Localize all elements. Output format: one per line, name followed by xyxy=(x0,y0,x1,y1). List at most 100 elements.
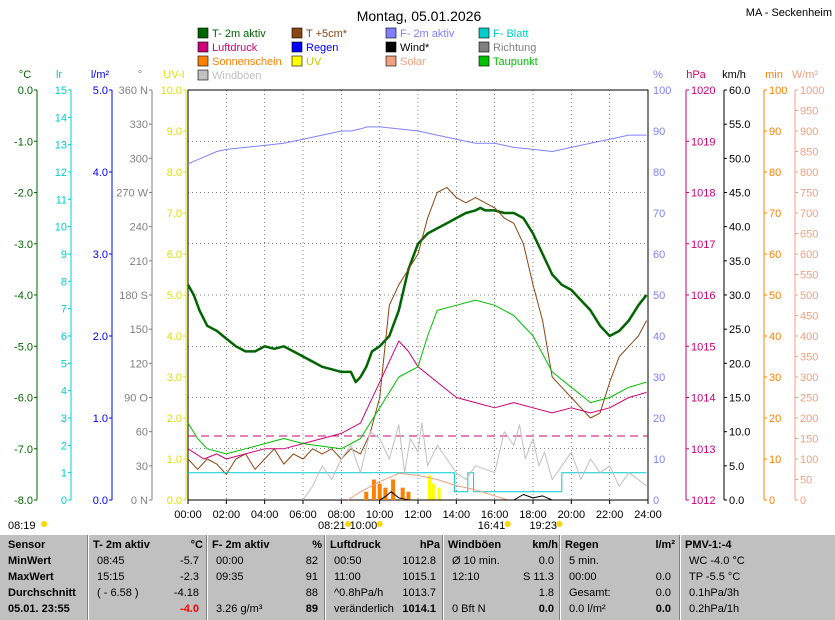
stat-column: Regen l/m² 5 min. 00:00 Gesamt: 0.0 l/m² 0.0 0.… xyxy=(565,535,675,620)
right-axis-tick-label: 1012 xyxy=(691,495,715,507)
left-axis-tick-label: 210 xyxy=(130,256,148,268)
stat-cell: 0.0 l/m² xyxy=(569,603,606,615)
series-line-windb-en xyxy=(302,422,647,501)
right-axis-tick-label: 800 xyxy=(800,167,818,179)
sunshine-bar xyxy=(364,491,369,500)
stat-cell: -4.18 xyxy=(173,587,199,599)
left-axis-tick-label: 240 xyxy=(130,222,148,234)
stat-column: PMV-1:-4 WC -4.0 °C TP -5.5 °C 0.1hPa/3h 0.2… xyxy=(685,535,795,620)
sunshine-bar xyxy=(400,487,405,500)
right-axis-tick-label: 0.0 xyxy=(729,495,744,507)
legend-swatch xyxy=(291,55,303,67)
stat-cell: 09:35 xyxy=(216,571,244,583)
right-axis-tick-label: 650 xyxy=(800,229,818,241)
right-axis-tick-label: 0 xyxy=(769,495,775,507)
time-axis: 00:00 02:00 04:00 06:00 08:00 10:00 12:00 14:00… xyxy=(174,500,662,521)
left-axis-tick-label: 4.0 xyxy=(93,167,108,179)
stat-cell: 1014.1 xyxy=(402,603,436,615)
legend-swatch xyxy=(197,27,209,39)
right-axis-tick-label: 50 xyxy=(769,290,781,302)
uv-bar xyxy=(437,487,441,500)
time-label: 20:00 xyxy=(558,509,586,521)
right-axis-tick-label: 200 xyxy=(800,413,818,425)
stat-cell: 0.0 xyxy=(655,587,671,599)
chart-title: Montag, 05.01.2026 xyxy=(357,8,482,24)
time-label: 24:00 xyxy=(634,509,662,521)
left-axis-tick-label: 5.0 xyxy=(93,85,108,97)
column-separator xyxy=(443,535,444,620)
stat-cell: Sensor xyxy=(8,539,46,551)
stat-cell: MaxWert xyxy=(8,571,54,583)
left-axis-unit: UV-I xyxy=(163,69,184,81)
time-label: 06:00 xyxy=(289,509,317,521)
stat-cell: 11:00 xyxy=(334,571,361,583)
left-axis-tick-label: -4.0 xyxy=(14,290,33,302)
uv-bar xyxy=(431,483,435,500)
legend-label: Richtung xyxy=(493,42,536,54)
right-axis-tick-label: 40 xyxy=(653,331,665,343)
series-line-solar xyxy=(347,472,508,501)
right-axis-tick-label: 350 xyxy=(800,352,818,364)
right-axis-tick-label: 10 xyxy=(653,454,665,466)
legend-swatch xyxy=(385,27,397,39)
sunshine-bar xyxy=(406,491,411,500)
right-axis-tick-label: 600 xyxy=(800,249,818,261)
left-axis-tick-label: 10 xyxy=(55,222,67,234)
stat-cell: -2.3 xyxy=(180,571,199,583)
legend-swatch xyxy=(478,55,490,67)
right-axis-tick-label: 850 xyxy=(800,147,818,159)
right-axis-tick-label: 1020 xyxy=(691,85,715,97)
right-axis-unit: % xyxy=(653,69,663,81)
right-axes: %1009080706050403020100hPa10201019101810… xyxy=(653,69,824,507)
left-axis-tick-label: -8.0 xyxy=(14,495,33,507)
stat-cell: 5 min. xyxy=(569,555,599,567)
right-axis-tick-label: 300 xyxy=(800,372,818,384)
right-axis-tick-label: 1019 xyxy=(691,136,715,148)
plot-area xyxy=(186,89,649,501)
left-axis-tick-label: -1.0 xyxy=(14,136,33,148)
column-separator xyxy=(680,535,681,620)
right-axis-tick-label: 900 xyxy=(800,126,818,138)
right-axis-tick-label: 40 xyxy=(769,331,781,343)
right-axis-tick-label: 15.0 xyxy=(729,393,750,405)
stat-cell: 82 xyxy=(305,555,318,567)
stat-cell: 89 xyxy=(305,603,318,615)
sun-time-label: 08:21 xyxy=(318,520,346,532)
left-axis-tick-label: 60 xyxy=(136,427,148,439)
right-axis-tick-label: 400 xyxy=(800,331,818,343)
left-axis-tick-label: -7.0 xyxy=(14,444,33,456)
left-axis-tick-label: 4.0 xyxy=(167,331,182,343)
time-label: 04:00 xyxy=(251,509,279,521)
sun-icon xyxy=(345,521,352,527)
left-axis-tick-label: -3.0 xyxy=(14,239,33,251)
right-axis-tick-label: 1018 xyxy=(691,188,715,200)
time-label: 08:00 xyxy=(328,509,356,521)
stat-cell: 08:45 xyxy=(97,555,125,567)
right-axis-tick-label: 1016 xyxy=(691,290,715,302)
stat-cell: 0.0 xyxy=(538,555,554,567)
series-line-f-2m-aktiv xyxy=(187,126,647,165)
stat-cell: Windböen xyxy=(448,539,502,551)
left-axis-tick-label: 15 xyxy=(55,85,67,97)
time-label: 12:00 xyxy=(404,509,432,521)
right-axis-tick-label: 40.0 xyxy=(729,222,750,234)
stat-cell: 3.26 g/m³ xyxy=(216,603,263,615)
time-label: 18:00 xyxy=(519,509,547,521)
stat-cell: hPa xyxy=(419,539,440,551)
sun-icon xyxy=(41,521,47,527)
stat-column: Sensor MinWert MaxWert Durchschnitt 05.01. 2… xyxy=(8,535,88,620)
right-axis-tick-label: 250 xyxy=(800,393,818,405)
right-axis-unit: min xyxy=(765,69,783,81)
column-separator xyxy=(560,535,561,620)
station-name: MA - Seckenheim xyxy=(746,7,832,19)
left-axis-tick-label: 4 xyxy=(61,386,67,398)
legend-swatch xyxy=(385,55,397,67)
right-axis-tick-label: 50 xyxy=(800,475,812,487)
left-axis-tick-label: 13 xyxy=(55,140,67,152)
right-axis-tick-label: 1000 xyxy=(800,85,824,97)
stat-cell: 0 Bft N xyxy=(452,603,486,615)
stat-cell: 1012.8 xyxy=(402,555,436,567)
series-line-t-5cm xyxy=(187,186,647,475)
legend-swatch xyxy=(291,41,303,53)
left-axis-tick-label: 7 xyxy=(61,304,67,316)
